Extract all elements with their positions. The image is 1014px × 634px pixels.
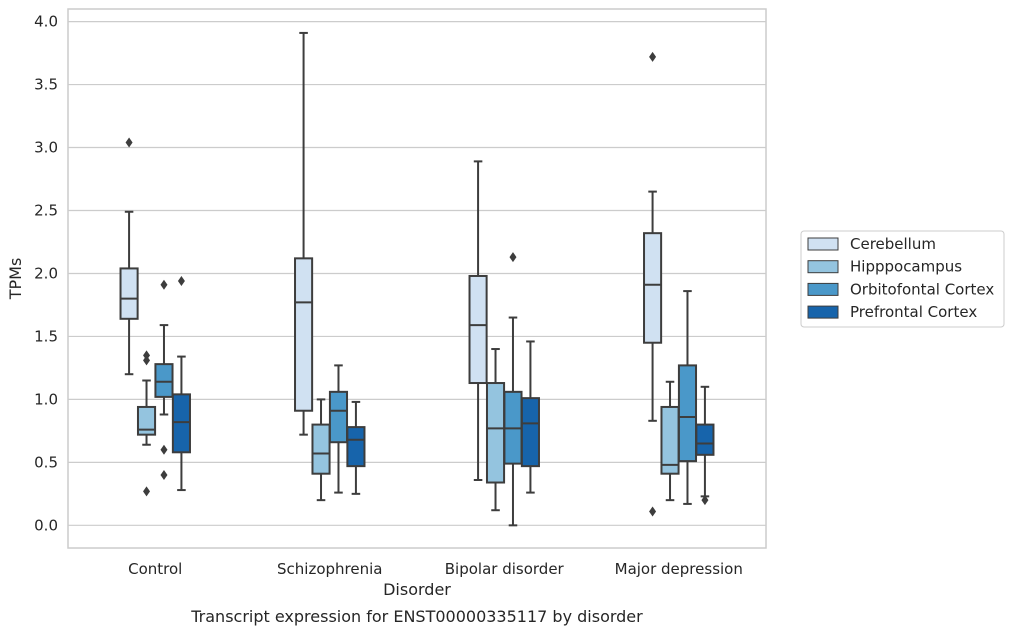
- box-group: [346, 400, 366, 495]
- plot-frame: [67, 8, 767, 549]
- legend-swatch: [807, 260, 839, 274]
- box: [695, 423, 715, 456]
- legend-label: Orbitofontal Cortex: [850, 280, 994, 298]
- outlier-point: [160, 469, 168, 480]
- box-group: [643, 51, 663, 517]
- series-prefrontal-cortex: [171, 276, 715, 506]
- legend-label: Hipppocampus: [850, 258, 962, 276]
- legend-swatch: [807, 305, 839, 319]
- box: [154, 363, 174, 398]
- box-group: [171, 276, 191, 492]
- outlier-point: [125, 137, 133, 148]
- box: [328, 390, 349, 444]
- y-tick-label: 3.0: [34, 139, 58, 157]
- legend: Cerebellum Hipppocampus Orbitofontal Corte…: [800, 230, 1005, 328]
- series-cerebellum: [119, 31, 663, 517]
- box: [171, 393, 191, 454]
- box: [346, 426, 366, 468]
- outlier-point: [143, 355, 151, 366]
- box-group: [328, 364, 349, 494]
- y-tick-label: 0.5: [34, 453, 58, 471]
- y-tick-label: 1.5: [34, 327, 58, 345]
- x-tick-label: Major depression: [615, 560, 743, 578]
- box-group: [294, 31, 314, 436]
- box-group: [136, 350, 157, 497]
- outlier-point: [143, 350, 151, 361]
- box-group: [660, 380, 680, 502]
- y-tick-label: 4.0: [34, 13, 58, 31]
- box-group: [468, 160, 488, 481]
- x-tick-label: Bipolar disorder: [445, 560, 565, 578]
- y-tick-label: 0.0: [34, 516, 58, 534]
- outlier-point: [701, 495, 709, 506]
- box-group: [695, 385, 715, 506]
- box: [643, 232, 663, 344]
- outlier-point: [160, 444, 168, 455]
- legend-label: Prefrontal Cortex: [850, 303, 977, 321]
- box-group: [154, 279, 174, 480]
- box: [677, 364, 698, 463]
- legend-swatch: [807, 282, 839, 296]
- x-tick-label: Control: [128, 560, 182, 578]
- box-group: [311, 398, 331, 502]
- box-group: [503, 252, 523, 527]
- legend-frame: [800, 230, 1005, 328]
- outlier-point: [177, 276, 185, 287]
- figure-caption: Transcript expression for ENST0000033511…: [190, 607, 643, 626]
- outlier-point: [649, 51, 657, 62]
- box-group: [677, 290, 698, 505]
- legend-swatch: [807, 237, 839, 251]
- box: [485, 382, 506, 484]
- box: [660, 405, 680, 475]
- x-axis-label: Disorder: [383, 580, 451, 599]
- y-axis-label: TPMs: [6, 258, 25, 301]
- outlier-point: [143, 486, 151, 497]
- box-plot-area: [119, 31, 715, 527]
- series-orbitofontal-cortex: [154, 252, 698, 527]
- y-tick-label: 3.5: [34, 76, 58, 94]
- box-group: [520, 340, 540, 494]
- outlier-point: [509, 252, 517, 263]
- y-axis-ticks: 0.0 0.5 1.0 1.5 2.0 2.5 3.0 3.5 4.0: [34, 13, 58, 535]
- box: [294, 257, 314, 412]
- outlier-point: [160, 279, 168, 290]
- y-tick-label: 1.0: [34, 390, 58, 408]
- box: [520, 397, 540, 468]
- y-tick-label: 2.5: [34, 201, 58, 219]
- box: [468, 274, 488, 385]
- series-hipppocampus: [136, 348, 680, 512]
- box: [311, 423, 331, 475]
- x-tick-label: Schizophrenia: [277, 560, 382, 578]
- box: [119, 267, 139, 320]
- box-group: [485, 348, 506, 512]
- legend-label: Cerebellum: [850, 235, 936, 253]
- box: [136, 405, 157, 436]
- outlier-point: [649, 506, 657, 517]
- x-axis-ticks: Control Schizophrenia Bipolar disorder Majo…: [128, 560, 743, 578]
- y-tick-label: 2.0: [34, 264, 58, 282]
- box-group: [119, 137, 139, 376]
